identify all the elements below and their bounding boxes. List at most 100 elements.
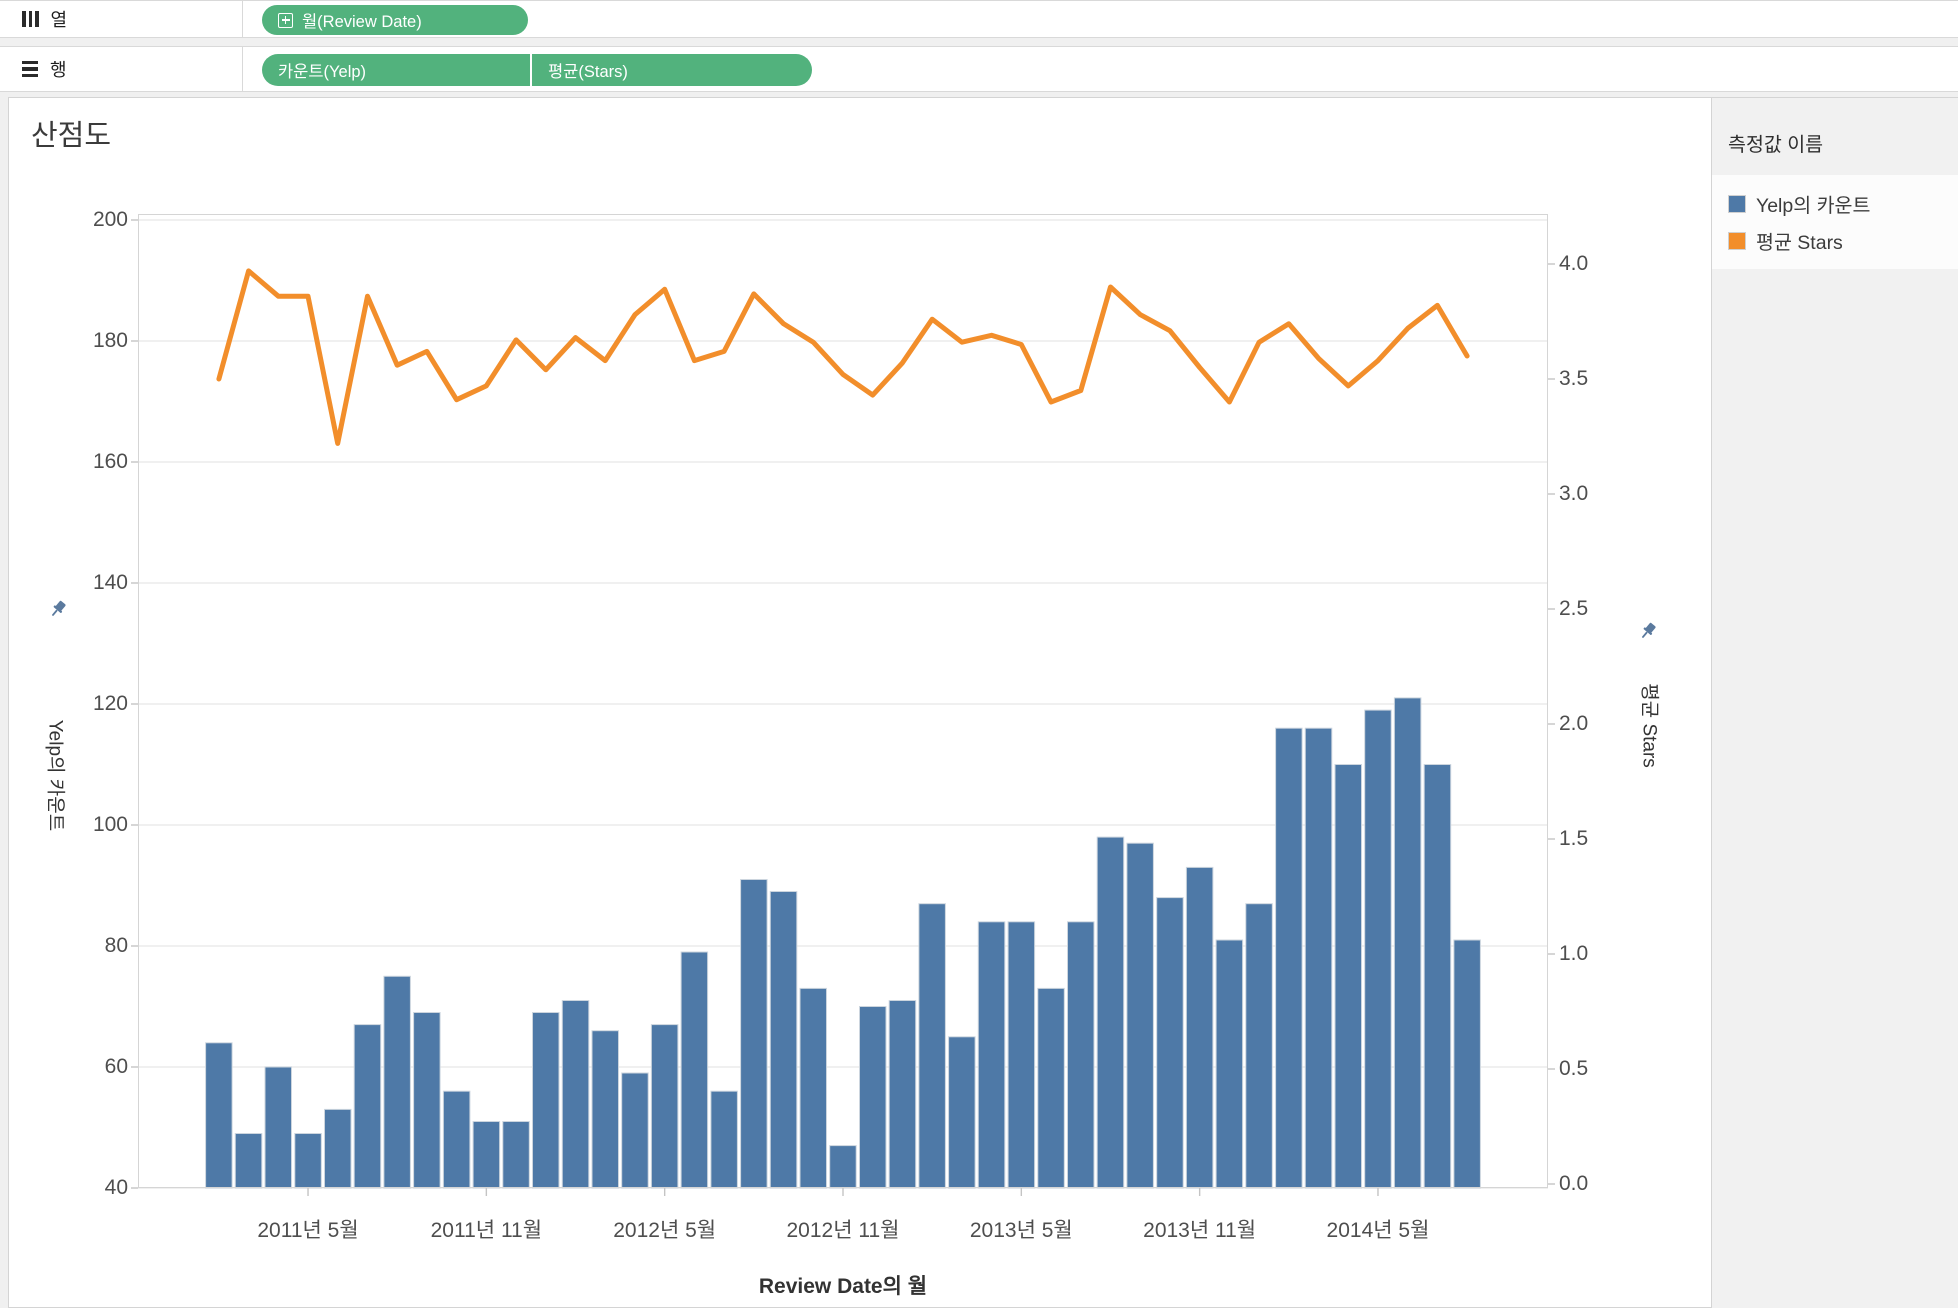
bar-yelp-count[interactable] [799, 987, 827, 1189]
bar-yelp-count[interactable] [1067, 921, 1095, 1189]
bar-yelp-count[interactable] [1215, 939, 1244, 1189]
rows-shelf-label: 행 [50, 60, 67, 80]
x-axis-tick-label: 2011년 11월 [430, 1219, 543, 1242]
x-axis-tick-label: 2012년 5월 [613, 1219, 717, 1242]
y-axis-tick-label: 200 [92, 208, 128, 231]
bar-yelp-count[interactable] [324, 1108, 352, 1189]
legend-item-label: 평균 Stars [1756, 232, 1843, 254]
pill-stars-label: 평균(Stars) [548, 63, 628, 81]
x-axis-tick-label: 2013년 11월 [1143, 1219, 1257, 1242]
bar-yelp-count[interactable] [1334, 764, 1362, 1189]
left-axis-title: Yelp의 카운트 [44, 719, 66, 832]
y-axis-tick-label: 180 [92, 329, 128, 352]
right-axis-tick-label: 2.5 [1559, 597, 1589, 620]
bar-yelp-count[interactable] [680, 951, 709, 1189]
pill-month-label: 월(Review Date) [302, 13, 422, 31]
y-axis-tick-label: 160 [92, 450, 128, 473]
right-axis-pin-icon[interactable] [1637, 620, 1659, 642]
bar-yelp-count[interactable] [740, 879, 768, 1189]
bar-yelp-count[interactable] [1156, 897, 1184, 1189]
x-axis-tick-label: 2014년 5월 [1326, 1219, 1430, 1242]
bar-yelp-count[interactable] [1453, 939, 1481, 1189]
rows-icon [22, 60, 38, 78]
bar-yelp-count[interactable] [769, 891, 798, 1189]
left-axis-pin-icon[interactable] [47, 598, 69, 620]
pill-count-label: 카운트(Yelp) [278, 63, 367, 81]
bar-yelp-count[interactable] [1275, 727, 1303, 1189]
bar-yelp-count[interactable] [472, 1121, 501, 1189]
right-axis-tick-label: 3.5 [1559, 367, 1589, 390]
x-axis-tick-label: 2013년 5월 [969, 1219, 1073, 1242]
columns-shelf: 열 월(Review Date) [0, 0, 1958, 38]
y-axis-tick-label: 80 [104, 934, 128, 957]
bar-yelp-count[interactable] [1096, 836, 1125, 1189]
bar-yelp-count[interactable] [591, 1030, 619, 1189]
bar-yelp-count[interactable] [502, 1121, 530, 1189]
columns-shelf-header: 열 [0, 1, 243, 37]
right-axis-tick-label: 1.5 [1559, 827, 1589, 850]
plot-border [138, 214, 1548, 1188]
y-axis-tick-label: 140 [92, 571, 128, 594]
bar-yelp-count[interactable] [561, 1000, 590, 1189]
y-axis-tick-label: 60 [104, 1055, 128, 1078]
x-axis-tick-label: 2012년 11월 [786, 1219, 900, 1242]
y-axis-tick-label: 40 [104, 1176, 128, 1199]
bar-yelp-count[interactable] [859, 1006, 887, 1189]
chart-plot-area[interactable] [130, 214, 1556, 1198]
bar-yelp-count[interactable] [1423, 764, 1452, 1189]
legend-swatch-orange [1728, 231, 1746, 250]
right-axis-tick-label: 2.0 [1559, 712, 1589, 735]
bar-yelp-count[interactable] [234, 1133, 263, 1189]
bar-yelp-count[interactable] [532, 1012, 560, 1189]
bar-yelp-count[interactable] [1304, 727, 1333, 1189]
bar-yelp-count[interactable] [888, 1000, 917, 1189]
columns-shelf-label: 열 [50, 10, 68, 30]
right-axis-tick-label: 0.0 [1559, 1172, 1589, 1195]
pill-avg-stars[interactable]: 평균(Stars) [532, 54, 812, 86]
legend-panel: 측정값 이름 Yelp의 카운트 평균 Stars [1712, 97, 1958, 1308]
bar-yelp-count[interactable] [829, 1145, 857, 1189]
x-axis-tick-label: 2011년 5월 [257, 1219, 359, 1242]
right-axis-tick-label: 3.0 [1559, 482, 1589, 505]
pill-month-review-date[interactable]: 월(Review Date) [262, 5, 528, 35]
worksheet: 산점도 200 180 160 140 120 100 80 60 40 4.0 3.5 3.0 2.… [8, 97, 1712, 1308]
right-axis-tick-label: 4.0 [1559, 252, 1589, 275]
bar-yelp-count[interactable] [1037, 987, 1065, 1189]
bar-yelp-count[interactable] [650, 1024, 679, 1189]
y-axis-tick-label: 120 [92, 692, 128, 715]
bar-yelp-count[interactable] [918, 903, 946, 1189]
legend-item-avg-stars[interactable]: 평균 Stars [1728, 222, 1958, 259]
y-axis-tick-label: 100 [92, 813, 128, 836]
right-axis-tick-label: 1.0 [1559, 942, 1589, 965]
bar-yelp-count[interactable] [383, 975, 411, 1189]
rows-shelf: 행 카운트(Yelp) 평균(Stars) [0, 46, 1958, 92]
bar-yelp-count[interactable] [977, 921, 1006, 1189]
legend-swatch-blue [1728, 194, 1746, 213]
bar-yelp-count[interactable] [1126, 842, 1154, 1189]
pill-count-yelp[interactable]: 카운트(Yelp) [262, 54, 530, 86]
bar-yelp-count[interactable] [205, 1042, 233, 1189]
bar-yelp-count[interactable] [1364, 709, 1392, 1189]
bar-yelp-count[interactable] [413, 1012, 441, 1189]
legend-item-yelp-count[interactable]: Yelp의 카운트 [1728, 185, 1958, 222]
bar-yelp-count[interactable] [1185, 866, 1214, 1189]
sheet-title: 산점도 [31, 120, 112, 152]
bar-yelp-count[interactable] [264, 1066, 292, 1189]
expand-plus-icon[interactable] [278, 12, 293, 28]
legend-item-label: Yelp의 카운트 [1756, 195, 1871, 217]
line-avg-stars[interactable] [216, 268, 1470, 446]
bar-yelp-count[interactable] [621, 1072, 649, 1189]
bar-yelp-count[interactable] [710, 1090, 738, 1189]
bar-yelp-count[interactable] [442, 1090, 471, 1189]
rows-shelf-header: 행 [0, 47, 243, 91]
bar-yelp-count[interactable] [294, 1133, 322, 1189]
right-axis-tick-label: 0.5 [1559, 1057, 1589, 1080]
legend-title: 측정값 이름 [1728, 134, 1824, 156]
right-axis-title: 평균 Stars [1638, 683, 1660, 768]
bar-yelp-count[interactable] [1007, 921, 1036, 1189]
bar-yelp-count[interactable] [1393, 697, 1422, 1189]
columns-icon [22, 11, 39, 27]
bar-yelp-count[interactable] [353, 1024, 382, 1189]
bar-yelp-count[interactable] [1245, 903, 1273, 1189]
bar-yelp-count[interactable] [948, 1036, 976, 1189]
